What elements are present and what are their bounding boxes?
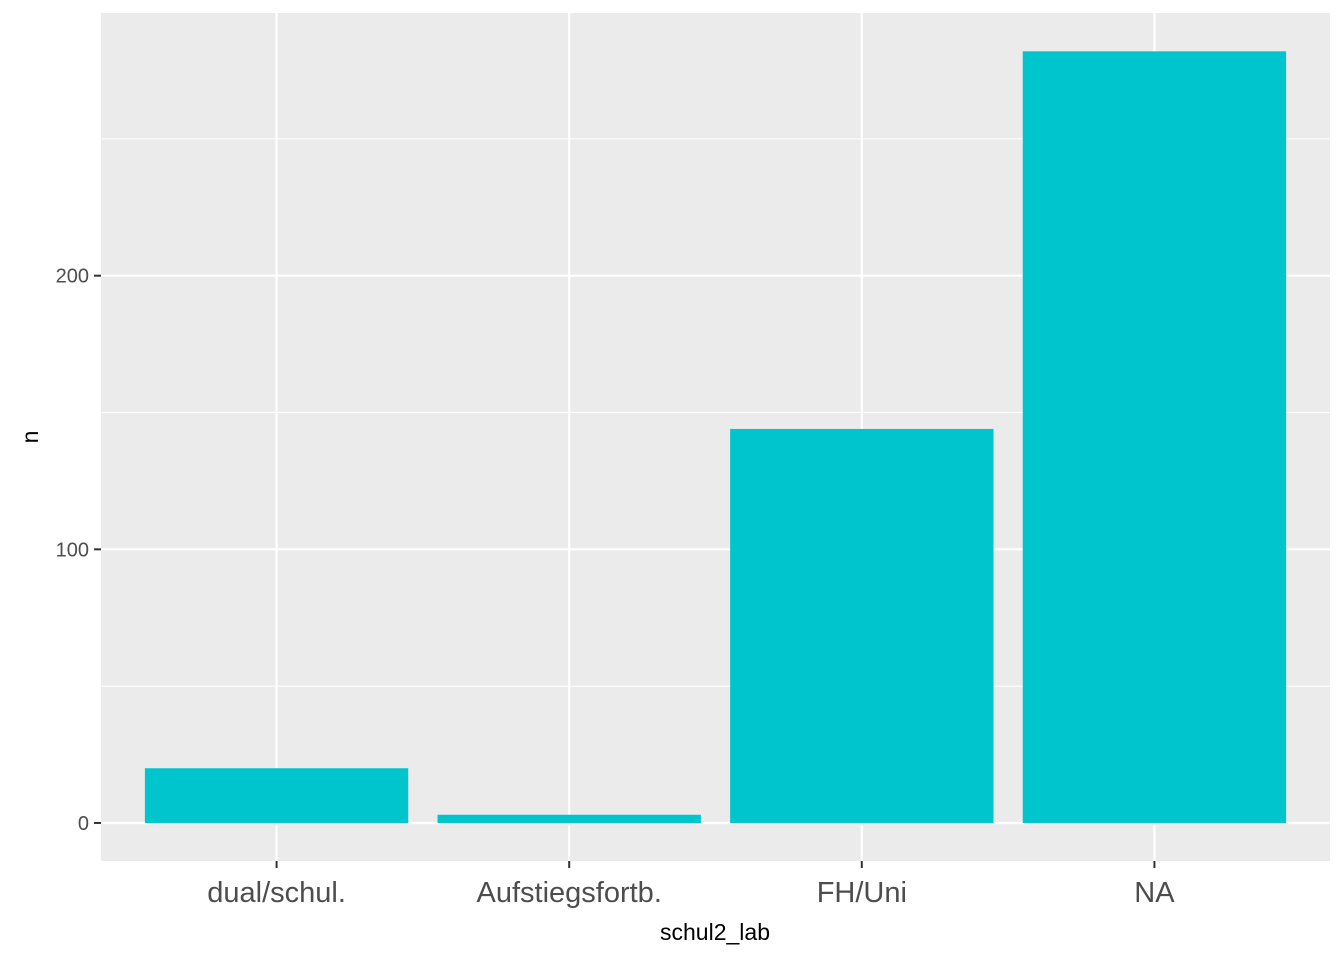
x-axis-ticks: dual/schul. Aufstiegsfortb. FH/Uni NA: [207, 861, 1175, 909]
bars: [144, 51, 1287, 823]
bar: [730, 428, 994, 823]
y-axis-ticks: 0 100 200: [56, 266, 101, 835]
x-tick-label: Aufstiegsfortb.: [477, 877, 662, 909]
y-axis-title: n: [17, 431, 43, 444]
y-tick-label: 100: [56, 539, 89, 561]
x-tick-label: NA: [1134, 877, 1175, 909]
bar: [1022, 51, 1287, 823]
bar: [144, 768, 409, 823]
x-tick-label: dual/schul.: [207, 877, 346, 909]
y-tick-label: 200: [56, 266, 89, 288]
y-tick-label: 0: [78, 813, 89, 835]
x-axis-title: schul2_lab: [660, 919, 770, 945]
bar: [437, 814, 701, 823]
x-tick-label: FH/Uni: [817, 877, 907, 909]
